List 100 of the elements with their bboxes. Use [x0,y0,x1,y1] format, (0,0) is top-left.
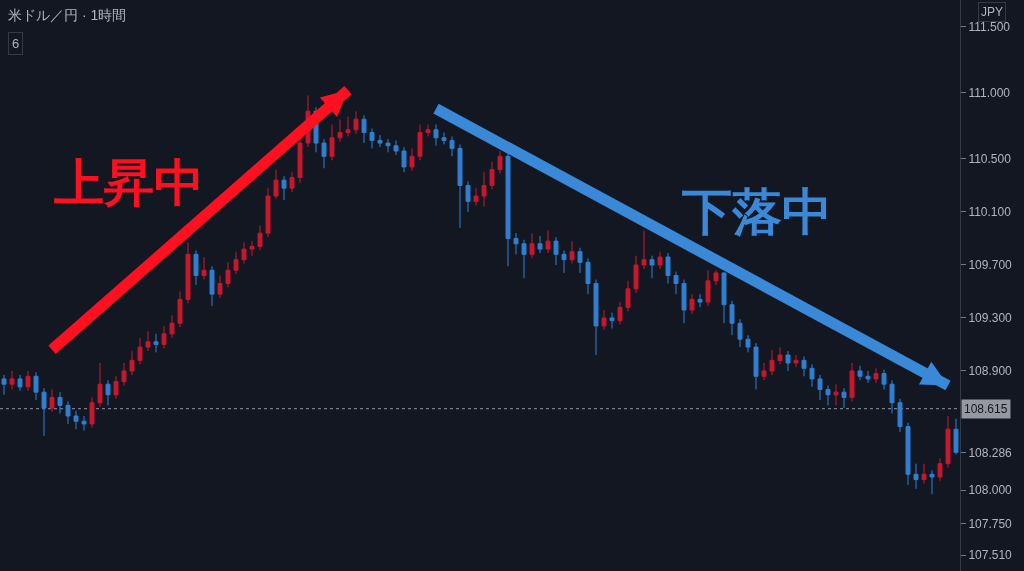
candlestick [649,255,655,279]
candlestick [641,230,647,270]
candlestick [881,369,887,390]
candlestick [681,279,687,324]
y-tick-label: 107.750 [968,516,1013,531]
candlestick [329,124,335,161]
candlestick [41,387,47,437]
candlestick [353,110,359,135]
candlestick [433,124,439,147]
candlestick [905,422,911,486]
candlestick [513,232,519,255]
candlestick [873,367,879,384]
y-tick-label: 109.300 [968,311,1013,326]
candlestick [841,387,847,409]
candlestick [337,118,343,143]
candlestick [777,346,783,365]
text: 米ドル／円 · 1時間 [8,6,127,23]
candlestick [185,241,191,304]
candlestick [849,362,855,402]
candlestick [809,363,815,388]
series-label: 下落中 [681,183,832,241]
candlestick [753,342,759,390]
candlestick [193,249,199,286]
candlestick [593,279,599,356]
candlestick [713,269,719,286]
candlestick [393,139,399,156]
candlestick [385,138,391,153]
y-tick-label: 108.286 [968,445,1013,460]
candlestick [449,135,455,157]
candlestick [465,181,471,213]
candlestick [129,350,135,376]
candlestick [609,312,615,330]
candlestick [521,239,527,279]
candlestick [289,171,295,193]
candlestick [49,389,55,413]
candlestick [281,175,287,201]
candlestick [217,275,223,299]
candlestick [377,134,383,148]
candlestick [865,370,871,384]
candlestick [697,293,703,308]
candlestick [401,146,407,173]
candlestick [369,128,375,149]
candlestick [601,309,607,331]
candlestick [89,396,95,429]
candlestick [617,301,623,326]
candlestick [425,124,431,137]
candlestick [633,255,639,294]
candlestick [145,330,151,352]
candlestick [721,272,727,324]
y-tick-label: 111.500 [968,19,1011,34]
candlestick [97,362,103,408]
candlestick [505,151,511,267]
candlestick [737,318,743,348]
candlestick [105,379,111,406]
candlestick [577,247,583,274]
candlestick [113,375,119,400]
candlestick [529,232,535,259]
candlestick [761,362,767,381]
candlestick [265,187,271,238]
candlestick [585,257,591,295]
candlestick [673,271,679,295]
candlestick [361,114,367,144]
candlestick [729,300,735,336]
y-tick-label: 110.500 [968,152,1012,167]
y-tick-label: 110.100 [968,205,1012,220]
candlestick [665,252,671,285]
y-tick-label: 107.510 [968,548,1013,563]
candlestick [497,150,503,175]
y-tick-label: 108.000 [968,483,1013,498]
candlestick [825,385,831,406]
candlestick [417,124,423,161]
candlestick [913,463,919,490]
candlestick [545,230,551,254]
y-axis-title: JPY [981,5,1004,19]
y-tick-label: 109.700 [968,258,1013,273]
candlestick [569,240,575,265]
candlestick [625,280,631,312]
ref-line-label: 108.615 [964,402,1008,416]
candlestick [153,333,159,353]
candlestick [33,371,39,401]
candlestick [705,269,711,307]
candlestick [785,350,791,372]
candlestick [65,400,71,425]
candlestick [953,418,959,455]
candlestick [161,325,167,349]
candlestick [489,161,495,190]
candlestick [857,365,863,381]
candlestick [473,187,479,206]
candlestick [817,374,823,401]
candlestick [897,398,903,433]
candlestick [137,337,143,365]
candlestick [537,235,543,254]
candlestick [561,249,567,274]
candlestick [25,370,31,392]
candlestick [833,383,839,406]
candlestick [321,138,327,169]
candlestick [177,290,183,328]
candlestick [1,374,7,396]
candlestick [257,224,263,251]
candlestick [345,116,351,137]
